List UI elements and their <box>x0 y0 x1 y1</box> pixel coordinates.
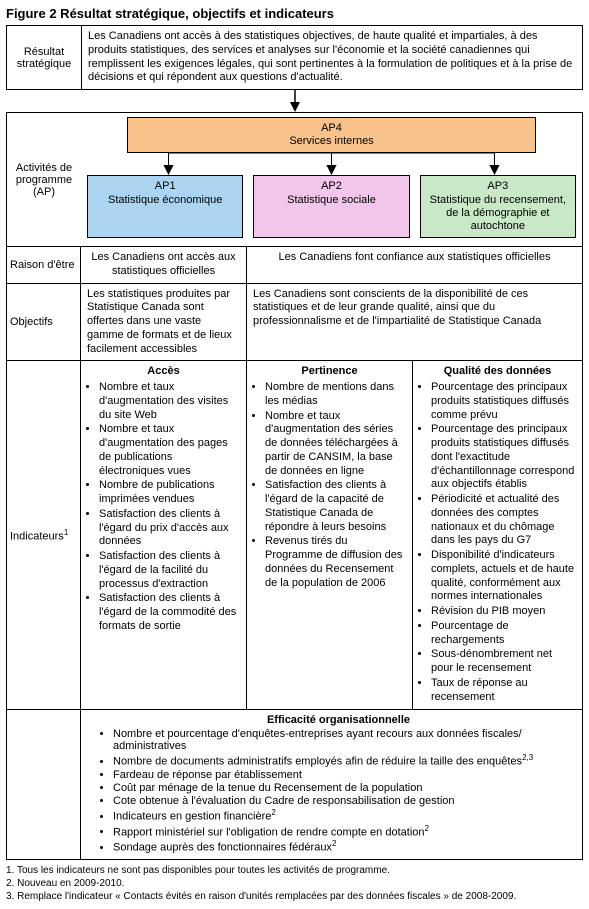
ap4-box: AP4 Services internes <box>127 117 536 153</box>
footnote-1: 1. Tous les indicateurs ne sont pas disp… <box>6 864 583 877</box>
pertinence-title: Pertinence <box>253 365 406 379</box>
list-item: Révision du PIB moyen <box>431 605 576 619</box>
objectifs-label: Objectifs <box>6 284 81 362</box>
list-item: Rapport ministériel sur l'obligation de … <box>113 824 576 839</box>
ap-label: Activités de programme (AP) <box>6 112 81 247</box>
raison-label: Raison d'être <box>6 247 81 284</box>
list-item: Disponibilité d'indicateurs complets, ac… <box>431 549 576 604</box>
acces-list: Nombre et taux d'augmentation des visite… <box>87 381 240 634</box>
list-item: Nombre et taux d'augmentation des visite… <box>99 381 240 422</box>
list-item: Nombre et pourcentage d'enquêtes-entrepr… <box>113 728 576 752</box>
ap2-code: AP2 <box>256 180 406 193</box>
list-item: Pourcentage des principaux produits stat… <box>431 381 576 422</box>
footnote-2: 2. Nouveau en 2009-2010. <box>6 877 583 890</box>
ap4-name: Services internes <box>132 135 531 148</box>
indicateurs-label: Indicateurs1 <box>6 361 81 710</box>
ap4-code: AP4 <box>132 122 531 135</box>
list-item: Fardeau de réponse par établissement <box>113 769 576 781</box>
list-item: Nombre de mentions dans les médias <box>265 381 406 409</box>
footnotes: 1. Tous les indicateurs ne sont pas disp… <box>6 864 583 903</box>
list-item: Taux de réponse au recensement <box>431 677 576 705</box>
list-item: Nombre de documents administratifs emplo… <box>113 753 576 768</box>
list-item: Pourcentage des principaux produits stat… <box>431 423 576 492</box>
list-item: Coût par ménage de la tenue du Recenseme… <box>113 782 576 794</box>
ap3-code: AP3 <box>423 180 573 193</box>
ap3-name: Statistique du recensement, de la démogr… <box>423 194 573 234</box>
list-item: Nombre et taux d'augmentation des pages … <box>99 423 240 478</box>
efficacite-list: Nombre et pourcentage d'enquêtes-entrepr… <box>101 728 576 854</box>
ap-row: AP1 Statistique économique AP2 Statistiq… <box>87 175 576 238</box>
list-item: Sous-dénombrement net pour le recensemen… <box>431 648 576 676</box>
pertinence-list: Nombre de mentions dans les médiasNombre… <box>253 381 406 590</box>
efficacite-row: Efficacité organisationnelle Nombre et p… <box>6 710 583 860</box>
footnote-3: 3. Remplace l'indicateur « Contacts évit… <box>6 890 583 903</box>
list-item: Cote obtenue à l'évaluation du Cadre de … <box>113 795 576 807</box>
raison-c1: Les Canadiens ont accès aux statistiques… <box>81 247 247 284</box>
ap2-box: AP2 Statistique sociale <box>253 175 409 238</box>
acces-cell: Accès Nombre et taux d'augmentation des … <box>81 361 247 710</box>
pertinence-cell: Pertinence Nombre de mentions dans les m… <box>247 361 413 710</box>
acces-title: Accès <box>87 365 240 379</box>
efficacite-cell: Efficacité organisationnelle Nombre et p… <box>81 710 583 860</box>
list-item: Satisfaction des clients à l'égard de la… <box>99 592 240 633</box>
list-item: Nombre et taux d'augmentation des séries… <box>265 410 406 479</box>
objectifs-c23: Les Canadiens sont conscients de la disp… <box>247 284 583 362</box>
figure-title: Figure 2 Résultat stratégique, objectifs… <box>6 6 583 21</box>
qualite-list: Pourcentage des principaux produits stat… <box>419 381 576 704</box>
list-item: Satisfaction des clients à l'égard du pr… <box>99 508 240 549</box>
list-item: Nombre de publications imprimées vendues <box>99 479 240 507</box>
objectifs-row: Objectifs Les statistiques produites par… <box>6 284 583 362</box>
result-label: Résultat stratégique <box>6 25 81 90</box>
list-item: Indicateurs en gestion financière2 <box>113 808 576 823</box>
objectifs-c1: Les statistiques produites par Statistiq… <box>81 284 247 362</box>
qualite-cell: Qualité des données Pourcentage des prin… <box>413 361 583 710</box>
indicateurs-row: Indicateurs1 Accès Nombre et taux d'augm… <box>6 361 583 710</box>
raison-row: Raison d'être Les Canadiens ont accès au… <box>6 247 583 284</box>
result-text: Les Canadiens ont accès à des statistiqu… <box>81 25 583 90</box>
list-item: Satisfaction des clients à l'égard de la… <box>99 550 240 591</box>
efficacite-spacer <box>6 710 81 860</box>
ap1-name: Statistique économique <box>90 194 240 207</box>
list-item: Satisfaction des clients à l'égard de la… <box>265 479 406 534</box>
ap1-box: AP1 Statistique économique <box>87 175 243 238</box>
ap3-box: AP3 Statistique du recensement, de la dé… <box>420 175 576 238</box>
ap-arrows <box>87 153 576 175</box>
list-item: Pourcentage de rechargements <box>431 620 576 648</box>
arrow-result-to-ap4 <box>6 90 583 112</box>
ap-section: Activités de programme (AP) AP4 Services… <box>6 112 583 247</box>
ap-area: AP4 Services internes AP1 Statistique éc… <box>81 112 583 247</box>
ap2-name: Statistique sociale <box>256 194 406 207</box>
efficacite-title: Efficacité organisationnelle <box>101 714 576 726</box>
list-item: Sondage auprès des fonctionnaires fédéra… <box>113 839 576 854</box>
list-item: Périodicité et actualité des données des… <box>431 493 576 548</box>
raison-c23: Les Canadiens font confiance aux statist… <box>247 247 583 284</box>
list-item: Revenus tirés du Programme de diffusion … <box>265 535 406 590</box>
ap1-code: AP1 <box>90 180 240 193</box>
qualite-title: Qualité des données <box>419 365 576 379</box>
result-row: Résultat stratégique Les Canadiens ont a… <box>6 25 583 90</box>
